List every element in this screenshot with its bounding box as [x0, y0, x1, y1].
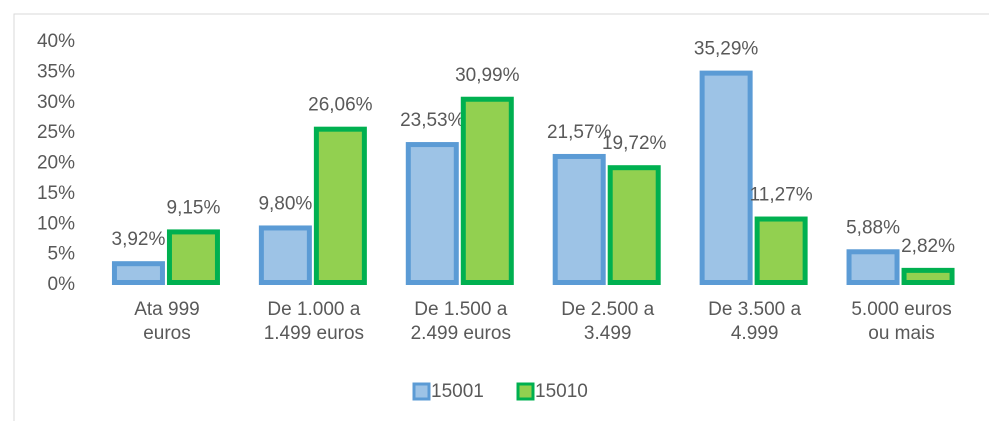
- y-tick-label: 5%: [48, 244, 76, 265]
- data-label: 11,27%: [750, 185, 813, 206]
- data-label: 19,72%: [602, 133, 667, 154]
- y-tick-label: 30%: [37, 92, 75, 113]
- bar: [313, 126, 367, 285]
- y-tick-label: 15%: [37, 183, 75, 204]
- y-tick-label: 40%: [37, 31, 75, 52]
- x-label-box: 5.000 euros ou mais: [851, 299, 952, 344]
- bar: [166, 229, 220, 286]
- legend-swatch: [412, 382, 431, 401]
- legend-swatch: [516, 382, 535, 401]
- bar: [460, 96, 514, 285]
- bar: [405, 142, 459, 285]
- data-label: 21,57%: [547, 122, 612, 143]
- x-tick-label: Ata 999 euros: [134, 299, 200, 344]
- legend-label: 15001: [431, 381, 484, 402]
- y-tick-label: 20%: [37, 153, 75, 174]
- x-tick-label: De 3.500 a 4.999: [708, 299, 802, 344]
- bar: [111, 261, 165, 286]
- x-label-box: Ata 999 euros: [134, 299, 200, 344]
- x-tick-label: 5.000 euros ou mais: [851, 299, 952, 344]
- data-label: 9,80%: [258, 193, 312, 214]
- bar: [846, 249, 900, 286]
- x-tick-label: De 1.000 a 1.499 euros: [263, 299, 365, 344]
- y-tick-label: 0%: [48, 274, 76, 295]
- data-label: 5,88%: [846, 217, 900, 238]
- bar: [754, 216, 808, 285]
- y-tick-label: 10%: [37, 213, 75, 234]
- x-label-box: De 1.000 a 1.499 euros: [263, 299, 365, 344]
- data-label: 2,82%: [901, 236, 955, 257]
- bar: [552, 153, 606, 285]
- bar: [607, 165, 661, 286]
- bar: [901, 267, 955, 285]
- bar: [699, 70, 753, 285]
- legend-label: 15010: [535, 381, 588, 402]
- x-tick-label: De 2.500 a 3.499: [561, 299, 655, 344]
- x-tick-label: De 1.500 a 2.499 euros: [410, 299, 511, 344]
- data-label: 26,06%: [308, 95, 373, 116]
- y-tick-label: 35%: [37, 61, 75, 82]
- data-label: 30,99%: [455, 65, 520, 86]
- data-label: 35,29%: [694, 39, 759, 60]
- x-label-box: De 2.500 a 3.499: [561, 299, 655, 344]
- y-tick-label: 25%: [37, 122, 75, 143]
- bar: [258, 225, 312, 285]
- data-label: 23,53%: [400, 110, 465, 131]
- x-label-box: De 3.500 a 4.999: [708, 299, 802, 344]
- data-label: 9,15%: [167, 197, 221, 218]
- chart-border: [13, 13, 989, 421]
- data-label: 3,92%: [112, 229, 166, 250]
- x-label-box: De 1.500 a 2.499 euros: [410, 299, 511, 344]
